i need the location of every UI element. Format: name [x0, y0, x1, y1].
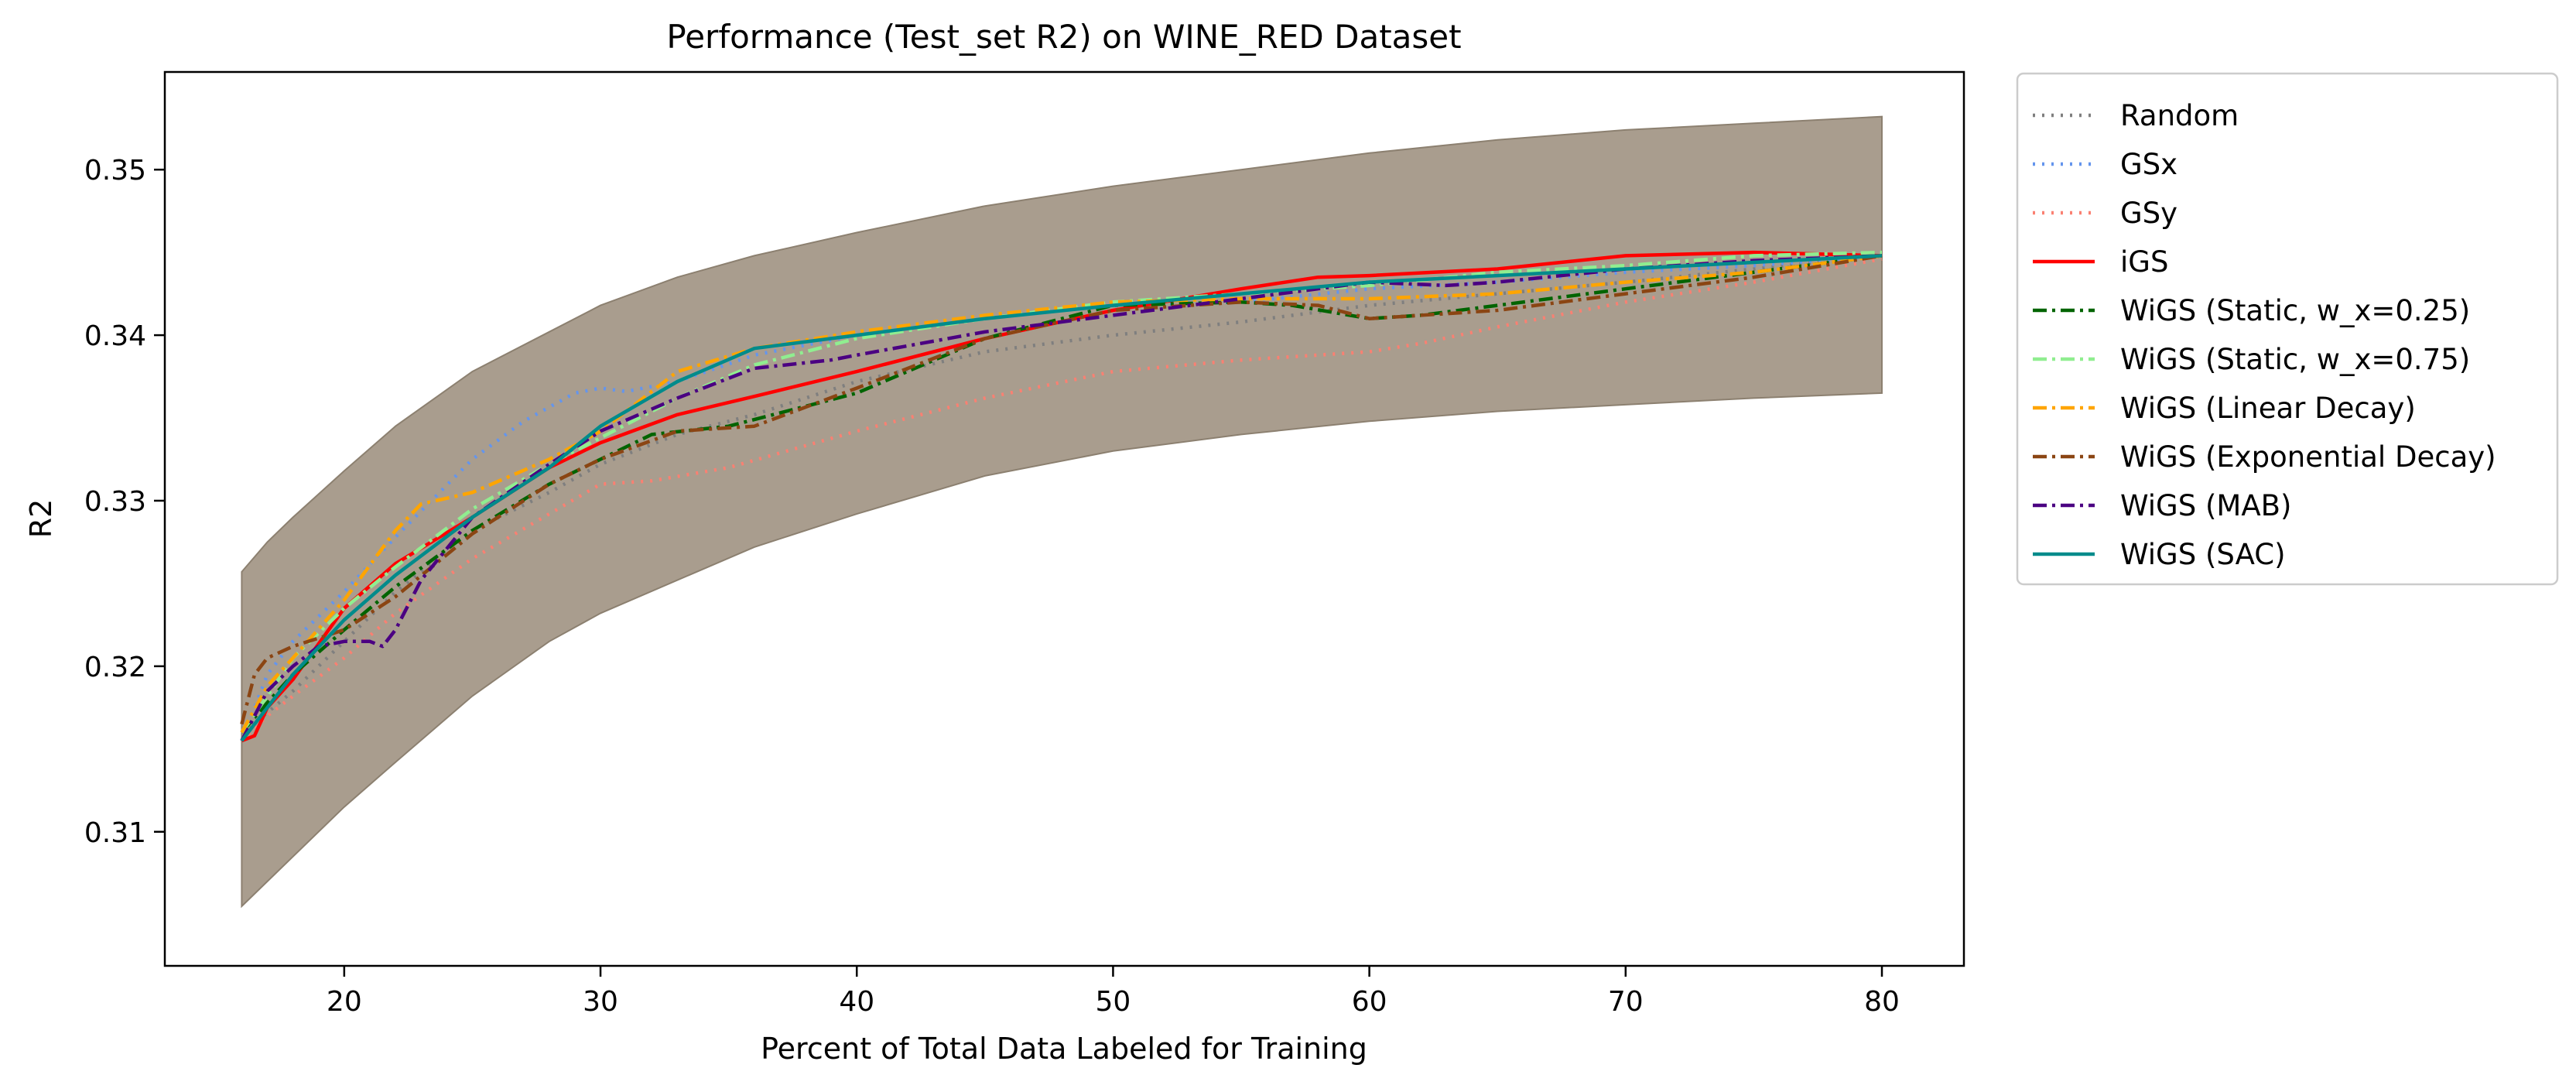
legend-label-5: WiGS (Static, w_x=0.75): [2120, 343, 2470, 376]
legend-label-8: WiGS (MAB): [2120, 489, 2291, 522]
series-line-5: [240, 250, 1883, 734]
y-tick-label-4: 0.35: [84, 155, 146, 187]
chart-title: Performance (Test_set R2) on WINE_RED Da…: [666, 18, 1461, 56]
x-tick-label-3: 50: [1096, 986, 1131, 1018]
series-line-0: [241, 254, 1883, 734]
series-line-8: [240, 254, 1883, 742]
legend-label-3: iGS: [2120, 245, 2168, 279]
plot-layer: [240, 115, 1883, 909]
x-tick-label-2: 40: [839, 986, 874, 1018]
series-line-7: [240, 254, 1883, 725]
legend-label-6: WiGS (Linear Decay): [2120, 392, 2416, 425]
x-tick-label-5: 70: [1608, 986, 1644, 1018]
legend-label-4: WiGS (Static, w_x=0.25): [2120, 294, 2470, 327]
plot-clip-group: [240, 115, 1883, 909]
y-tick-label-1: 0.32: [84, 652, 146, 683]
axis-layer: 20 30 40 50 60 70 80 0.31 0.32 0.33 0.34 0.35: [84, 155, 1900, 1018]
legend-frame: [2016, 72, 2559, 586]
legend-label-7: WiGS (Exponential Decay): [2120, 440, 2496, 474]
plot-frame: [163, 70, 1965, 967]
x-tick-label-6: 80: [1864, 986, 1900, 1018]
legend: Random GSx GSy iGS WiGS (Static, w_x=0.25) Wi…: [2016, 72, 2559, 586]
x-tick-label-1: 30: [583, 986, 618, 1018]
confidence-band: [241, 115, 1883, 909]
series-line-6: [240, 254, 1883, 734]
series-line-4: [240, 254, 1883, 734]
legend-label-1: GSx: [2120, 148, 2177, 181]
series-line-9: [240, 254, 1883, 742]
x-tick-label-4: 60: [1352, 986, 1387, 1018]
y-tick-label-3: 0.34: [84, 320, 146, 352]
y-tick-label-0: 0.31: [84, 817, 146, 849]
legend-label-2: GSy: [2120, 197, 2177, 230]
legend-label-0: Random: [2120, 99, 2239, 132]
y-tick-label-2: 0.33: [84, 486, 146, 518]
legend-label-9: WiGS (SAC): [2120, 538, 2286, 571]
x-axis-label: Percent of Total Data Labeled for Traini…: [761, 1032, 1367, 1066]
x-tick-label-0: 20: [327, 986, 362, 1018]
y-axis-label: R2: [24, 499, 58, 539]
